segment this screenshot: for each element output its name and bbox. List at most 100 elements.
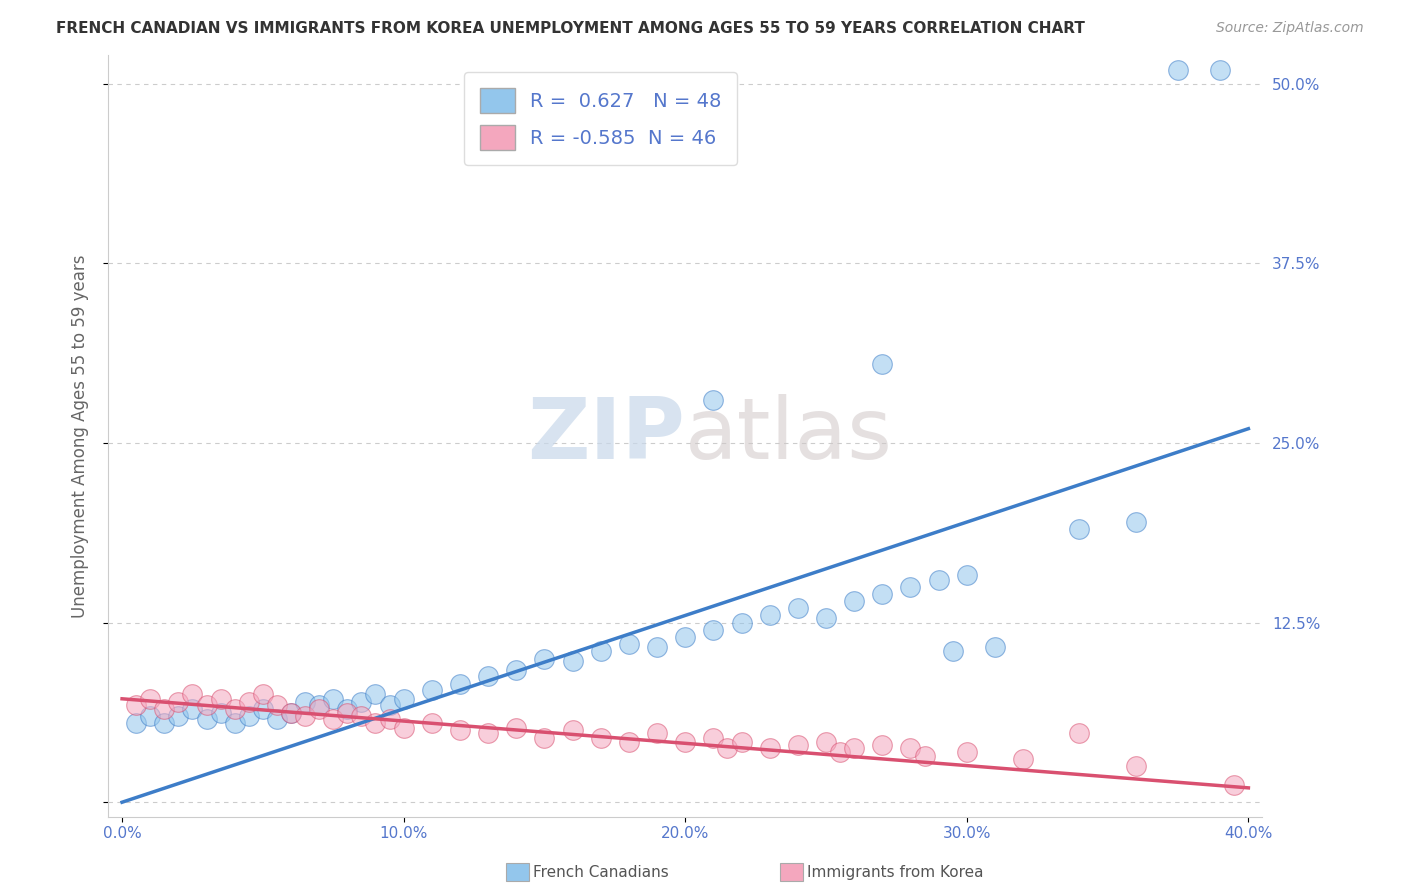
Point — [645, 640, 668, 654]
Point — [730, 615, 752, 630]
Point — [125, 716, 148, 731]
Point — [673, 735, 696, 749]
Point — [153, 702, 176, 716]
Point — [449, 677, 471, 691]
Point — [1069, 522, 1091, 536]
Point — [872, 587, 894, 601]
Point — [308, 698, 330, 712]
Point — [294, 709, 316, 723]
Point — [1069, 726, 1091, 740]
Point — [167, 709, 190, 723]
Point — [900, 740, 922, 755]
Point — [758, 608, 780, 623]
Point — [252, 702, 274, 716]
Point — [477, 669, 499, 683]
Point — [956, 745, 979, 759]
Point — [336, 706, 359, 721]
Point — [252, 688, 274, 702]
Point — [1209, 62, 1232, 77]
Point — [350, 695, 373, 709]
Text: ZIP: ZIP — [527, 394, 685, 477]
Legend: R =  0.627   N = 48, R = -0.585  N = 46: R = 0.627 N = 48, R = -0.585 N = 46 — [464, 72, 737, 165]
Point — [815, 611, 838, 625]
Point — [420, 683, 443, 698]
Point — [589, 731, 612, 745]
Point — [322, 712, 344, 726]
Point — [209, 706, 232, 721]
Point — [1167, 62, 1189, 77]
Text: French Canadians: French Canadians — [533, 865, 669, 880]
Point — [533, 651, 555, 665]
Point — [294, 695, 316, 709]
Point — [153, 716, 176, 731]
Point — [224, 716, 246, 731]
Point — [561, 723, 583, 738]
Point — [266, 698, 288, 712]
Point — [872, 357, 894, 371]
Point — [900, 580, 922, 594]
Point — [984, 640, 1007, 654]
Point — [125, 698, 148, 712]
Point — [1125, 515, 1147, 529]
Point — [872, 738, 894, 752]
Point — [815, 735, 838, 749]
Point — [392, 691, 415, 706]
Text: FRENCH CANADIAN VS IMMIGRANTS FROM KOREA UNEMPLOYMENT AMONG AGES 55 TO 59 YEARS : FRENCH CANADIAN VS IMMIGRANTS FROM KOREA… — [56, 21, 1085, 36]
Point — [956, 568, 979, 582]
Point — [308, 702, 330, 716]
Point — [378, 712, 401, 726]
Point — [364, 688, 387, 702]
Point — [702, 392, 724, 407]
Point — [364, 716, 387, 731]
Point — [505, 721, 527, 735]
Text: atlas: atlas — [685, 394, 893, 477]
Point — [1223, 778, 1246, 792]
Point — [477, 726, 499, 740]
Point — [266, 712, 288, 726]
Point — [786, 738, 808, 752]
Point — [673, 630, 696, 644]
Point — [181, 688, 204, 702]
Point — [716, 740, 738, 755]
Point — [844, 594, 866, 608]
Point — [786, 601, 808, 615]
Point — [195, 712, 218, 726]
Point — [139, 691, 162, 706]
Point — [617, 735, 640, 749]
Point — [942, 644, 965, 658]
Point — [730, 735, 752, 749]
Point — [561, 655, 583, 669]
Point — [167, 695, 190, 709]
Text: Source: ZipAtlas.com: Source: ZipAtlas.com — [1216, 21, 1364, 35]
Point — [181, 702, 204, 716]
Point — [928, 573, 950, 587]
Point — [238, 695, 260, 709]
Point — [589, 644, 612, 658]
Point — [350, 709, 373, 723]
Point — [336, 702, 359, 716]
Point — [139, 709, 162, 723]
Point — [702, 731, 724, 745]
Point — [1125, 759, 1147, 773]
Point — [195, 698, 218, 712]
Y-axis label: Unemployment Among Ages 55 to 59 years: Unemployment Among Ages 55 to 59 years — [72, 254, 89, 617]
Point — [224, 702, 246, 716]
Point — [533, 731, 555, 745]
Point — [617, 637, 640, 651]
Point — [449, 723, 471, 738]
Point — [378, 698, 401, 712]
Point — [505, 663, 527, 677]
Point — [420, 716, 443, 731]
Point — [392, 721, 415, 735]
Point — [280, 706, 302, 721]
Point — [322, 691, 344, 706]
Text: Immigrants from Korea: Immigrants from Korea — [807, 865, 984, 880]
Point — [702, 623, 724, 637]
Point — [645, 726, 668, 740]
Point — [238, 709, 260, 723]
Point — [830, 745, 852, 759]
Point — [209, 691, 232, 706]
Point — [1012, 752, 1035, 766]
Point — [280, 706, 302, 721]
Point — [914, 749, 936, 764]
